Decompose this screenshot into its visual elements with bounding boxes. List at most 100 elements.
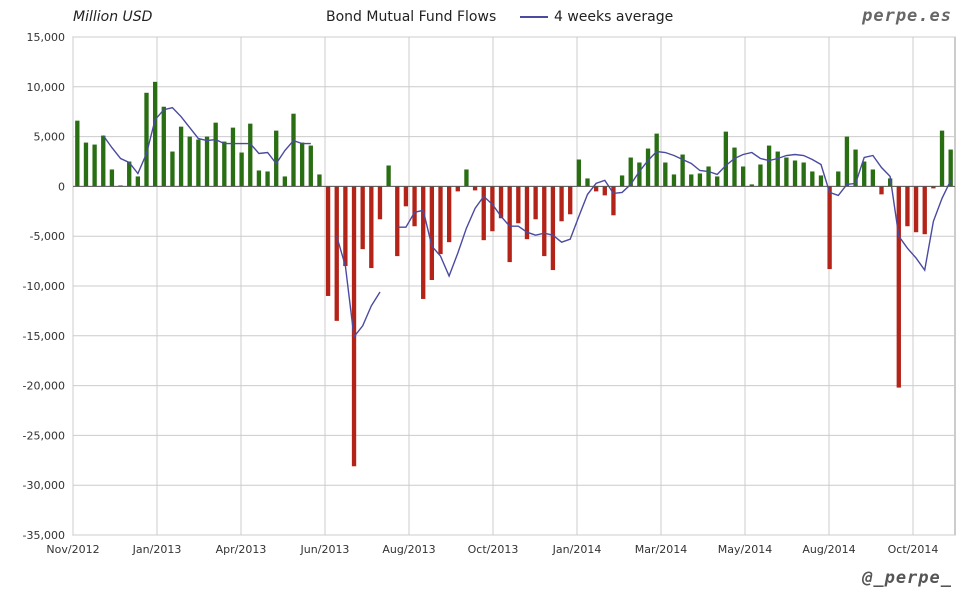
x-tick-label: Oct/2013 xyxy=(468,543,519,556)
flow-bar xyxy=(593,186,599,192)
flow-bar xyxy=(369,186,374,269)
watermark-bottom: @_perpe_ xyxy=(862,568,952,588)
flow-bar xyxy=(317,174,322,187)
flow-bar xyxy=(498,186,504,219)
flow-bar xyxy=(913,186,919,233)
bar-layer xyxy=(75,81,953,467)
flow-bar xyxy=(689,174,694,187)
flow-bar xyxy=(196,139,201,187)
flow-bar xyxy=(239,152,244,187)
x-tick-label: Apr/2013 xyxy=(216,543,267,556)
flow-bar xyxy=(810,171,815,187)
flow-bar xyxy=(827,186,832,270)
y-tick-label: -20,000 xyxy=(23,380,65,393)
flow-bar xyxy=(792,160,798,187)
flow-bar xyxy=(550,186,556,271)
flow-bar xyxy=(732,147,737,187)
x-tick-label: Jan/2014 xyxy=(552,543,602,556)
legend-line-swatch xyxy=(520,16,548,18)
y-tick-label: -35,000 xyxy=(23,529,65,542)
flow-bar xyxy=(896,186,901,388)
flow-bar xyxy=(481,186,486,241)
average-line-layer xyxy=(102,106,952,339)
legend-label: 4 weeks average xyxy=(554,9,674,25)
flow-bar xyxy=(922,186,927,235)
y-tick-label: 10,000 xyxy=(27,81,66,94)
flow-bar xyxy=(836,171,841,187)
x-tick-label: May/2014 xyxy=(718,543,772,556)
flow-bar xyxy=(645,148,651,187)
flow-bar xyxy=(697,173,703,187)
flow-bar xyxy=(870,169,876,187)
x-tick-label: Jan/2013 xyxy=(132,543,182,556)
flow-bar xyxy=(723,131,729,187)
flow-bar xyxy=(101,135,106,187)
flow-bar xyxy=(377,186,383,220)
flow-bar xyxy=(230,127,236,187)
average-line xyxy=(336,236,381,339)
x-tick-label: Aug/2013 xyxy=(382,543,435,556)
flow-bar xyxy=(715,176,720,187)
x-tick-label: Oct/2014 xyxy=(888,543,939,556)
flow-bar xyxy=(403,186,409,207)
flow-bar xyxy=(75,120,80,187)
flow-bar xyxy=(680,154,685,187)
flow-bar xyxy=(334,186,339,321)
flow-bar xyxy=(92,144,97,187)
flow-bar xyxy=(568,186,573,215)
flow-bar xyxy=(542,186,547,257)
average-line xyxy=(102,106,311,175)
flow-bar xyxy=(135,176,141,187)
average-line xyxy=(397,150,952,278)
flow-bar xyxy=(671,174,677,187)
flow-bar xyxy=(421,186,426,299)
flow-bar xyxy=(758,164,763,187)
flow-bar xyxy=(853,149,858,187)
x-tick-label: Mar/2014 xyxy=(635,543,687,556)
flow-bar xyxy=(170,151,175,187)
flow-bar xyxy=(308,145,313,187)
flow-bar xyxy=(585,178,590,187)
y-tick-label: -5,000 xyxy=(30,230,65,243)
flow-bar xyxy=(559,186,564,222)
flow-bar xyxy=(438,186,443,255)
flow-bar xyxy=(524,186,530,240)
flow-bar xyxy=(187,136,192,187)
flow-bar xyxy=(395,186,400,257)
flow-bar xyxy=(905,186,910,227)
flow-bar xyxy=(516,186,521,224)
flow-bar xyxy=(144,92,149,187)
flow-bar xyxy=(775,151,780,187)
y-tick-label: 5,000 xyxy=(34,131,66,144)
flow-bar xyxy=(948,149,953,187)
flow-bar xyxy=(576,159,582,187)
legend: 4 weeks average xyxy=(520,9,673,25)
flow-bar xyxy=(472,186,478,191)
flow-bar xyxy=(490,186,495,232)
flow-bar xyxy=(654,133,659,187)
flow-bar xyxy=(386,165,391,187)
y-tick-label: -15,000 xyxy=(23,330,65,343)
flow-bar xyxy=(412,186,417,227)
flow-bar xyxy=(939,130,945,187)
y-tick-label: -30,000 xyxy=(23,479,65,492)
flow-bar xyxy=(879,186,884,195)
x-tick-label: Aug/2014 xyxy=(802,543,855,556)
flow-bar xyxy=(533,186,538,220)
flow-bar xyxy=(222,141,227,187)
y-tick-label: -25,000 xyxy=(23,429,65,442)
flow-bar xyxy=(602,186,607,196)
flow-bar xyxy=(265,171,270,187)
flow-bar xyxy=(749,184,754,187)
flow-bar xyxy=(766,145,772,187)
y-tick-label: 0 xyxy=(58,180,65,193)
flow-bar xyxy=(291,113,296,187)
flow-bar xyxy=(931,186,936,189)
flow-bar xyxy=(248,123,253,187)
flow-bar xyxy=(274,130,279,187)
units-label: Million USD xyxy=(73,9,153,25)
flow-bar xyxy=(801,162,806,187)
flow-bar xyxy=(299,142,305,187)
flow-bar xyxy=(178,126,184,187)
